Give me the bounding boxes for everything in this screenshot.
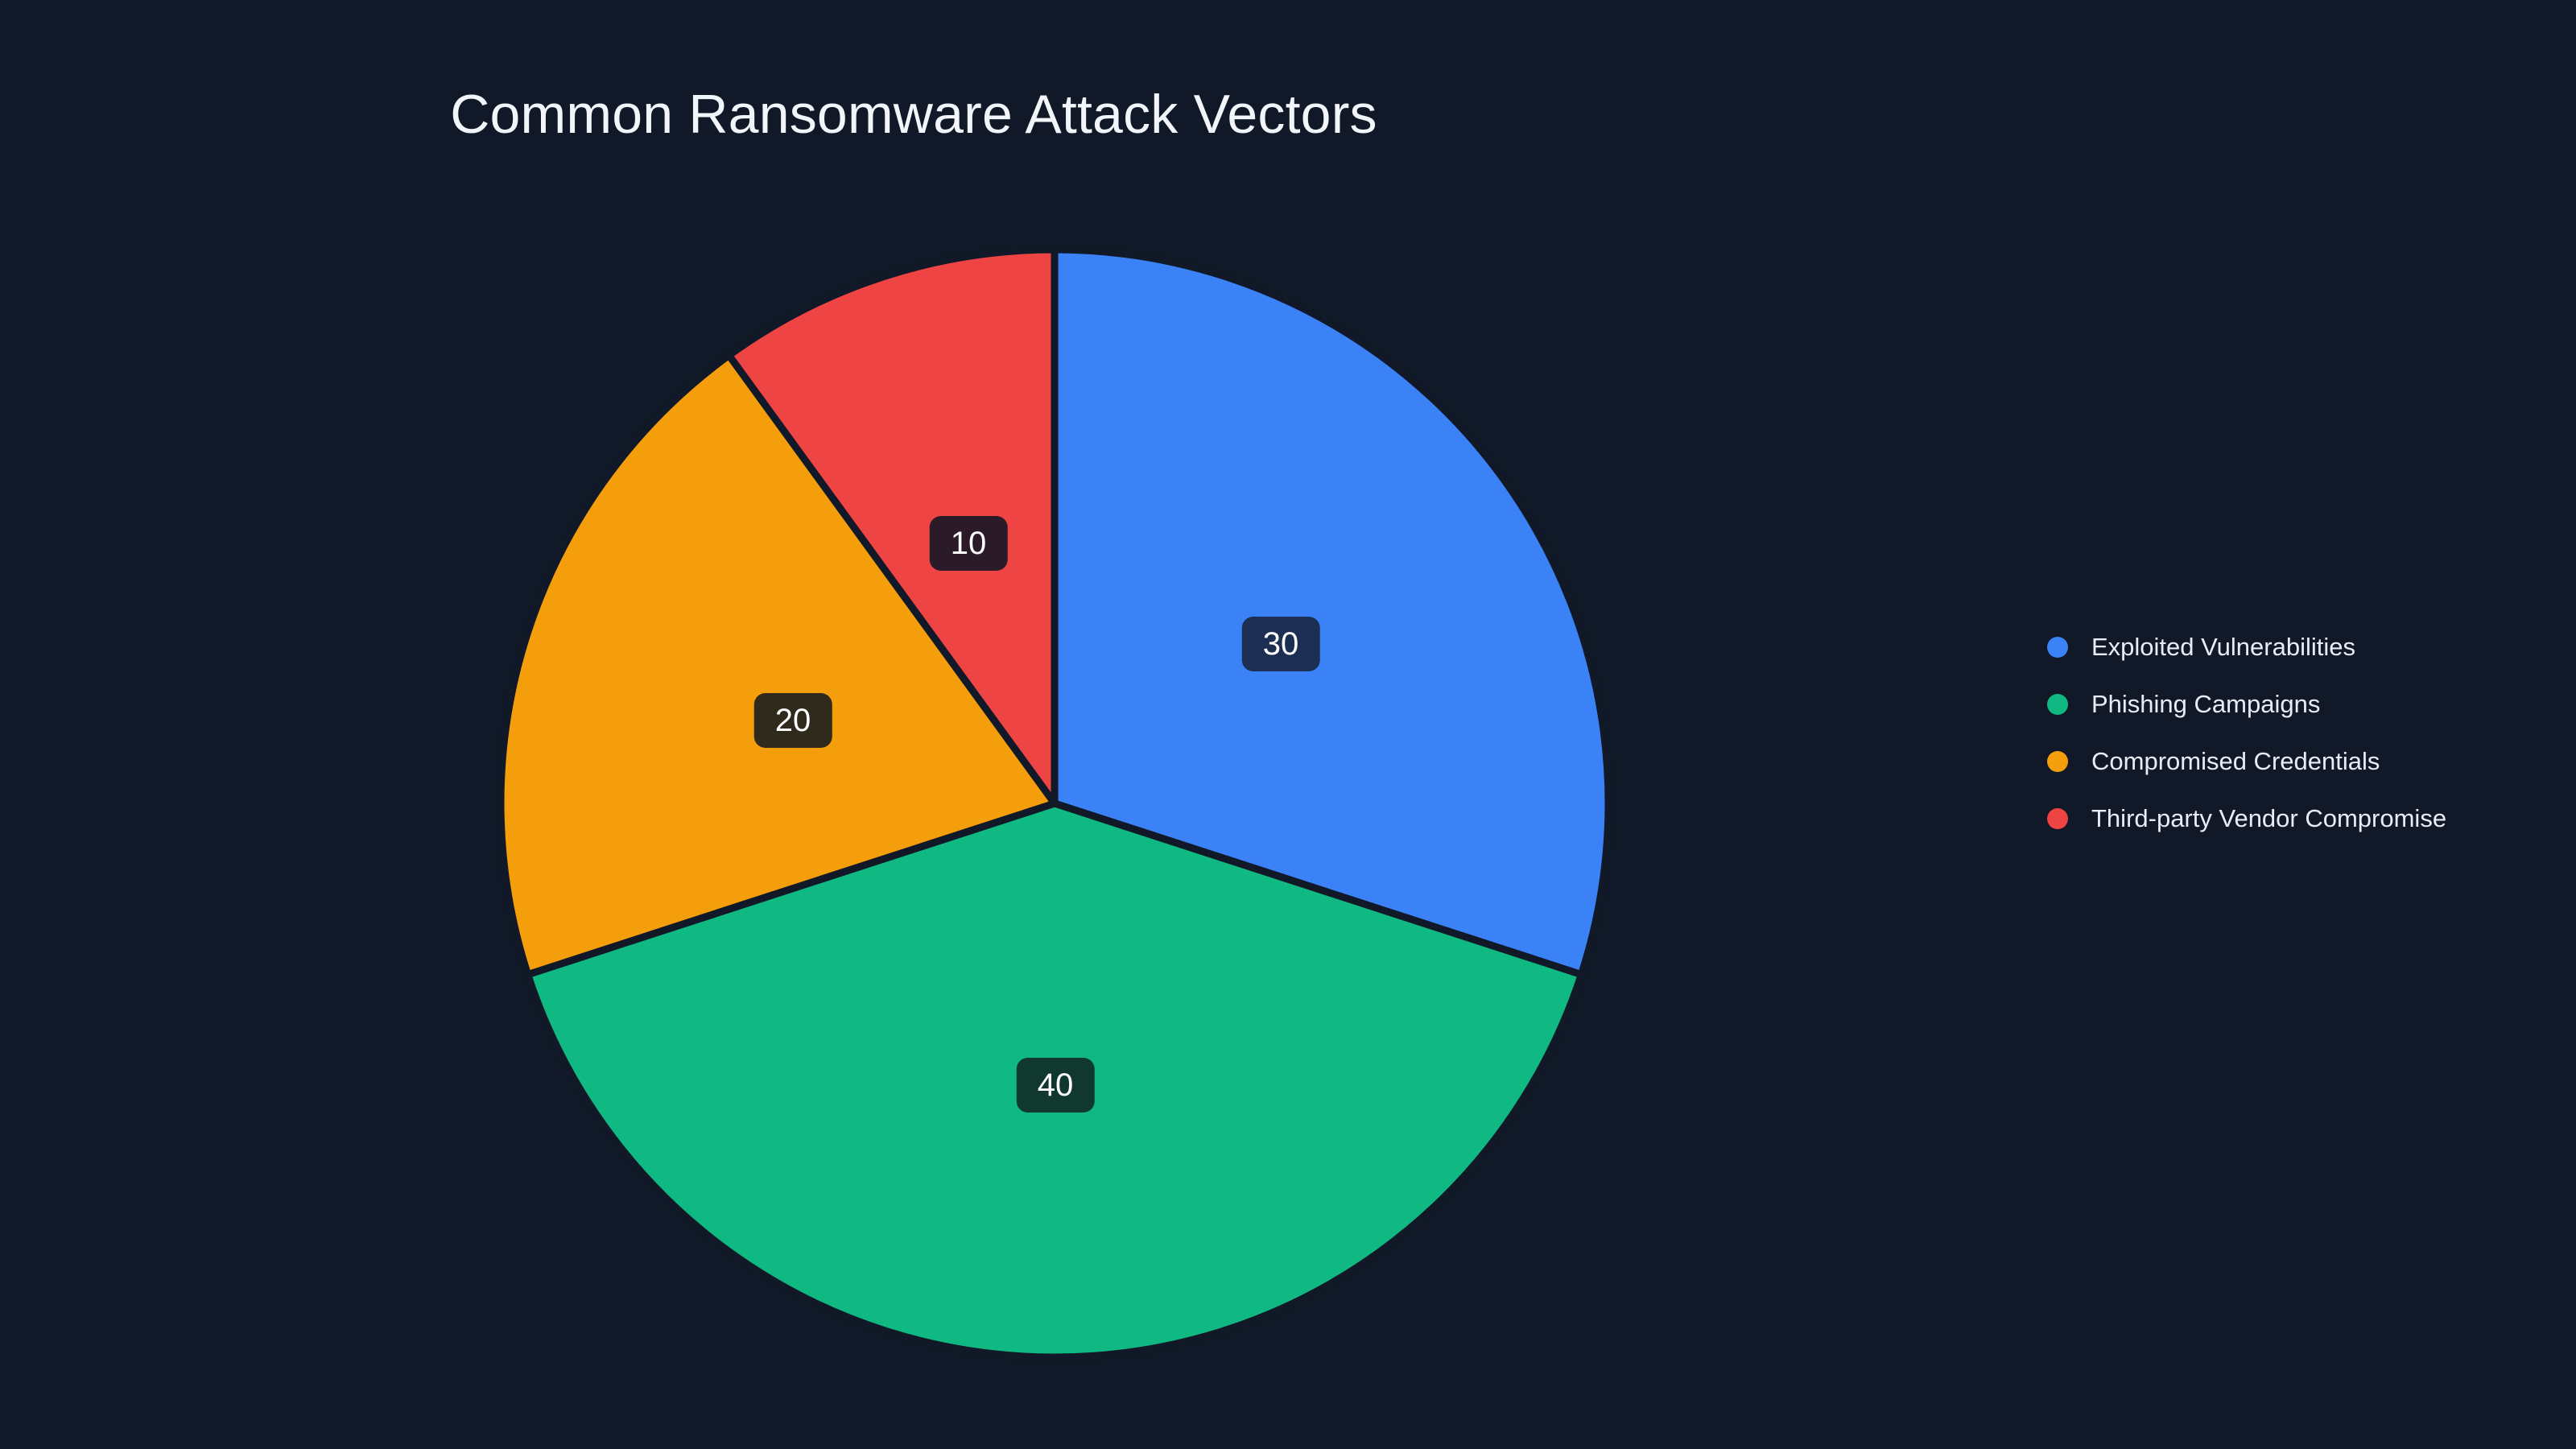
pie-slices-group [497, 246, 1612, 1361]
legend-item-label: Phishing Campaigns [2091, 690, 2321, 718]
legend-item-label: Compromised Credentials [2091, 747, 2380, 775]
pie-slice[interactable] [725, 246, 1059, 807]
legend-color-dot-icon [2047, 750, 2068, 772]
chart-legend: Exploited Vulnerabilities Phishing Campai… [2047, 618, 2446, 847]
chart-title: Common Ransomware Attack Vectors [450, 84, 1377, 145]
legend-color-dot-icon [2047, 807, 2068, 829]
legend-item-label: Exploited Vulnerabilities [2091, 633, 2355, 661]
pie-slice[interactable] [1051, 246, 1612, 979]
legend-item[interactable]: Third-party Vendor Compromise [2047, 790, 2446, 847]
legend-item[interactable]: Compromised Credentials [2047, 733, 2446, 790]
pie-slice-value-label: 20 [753, 693, 832, 748]
legend-color-dot-icon [2047, 636, 2068, 658]
pie-slice-value-label: 10 [929, 516, 1008, 571]
legend-item[interactable]: Phishing Campaigns [2047, 675, 2446, 733]
pie-slice-value-label: 40 [1016, 1058, 1095, 1113]
legend-item[interactable]: Exploited Vulnerabilities [2047, 618, 2446, 675]
pie-slice[interactable] [497, 351, 1059, 979]
pie-slice-value-label: 30 [1241, 617, 1320, 671]
legend-color-dot-icon [2047, 693, 2068, 715]
legend-item-label: Third-party Vendor Compromise [2091, 804, 2447, 832]
